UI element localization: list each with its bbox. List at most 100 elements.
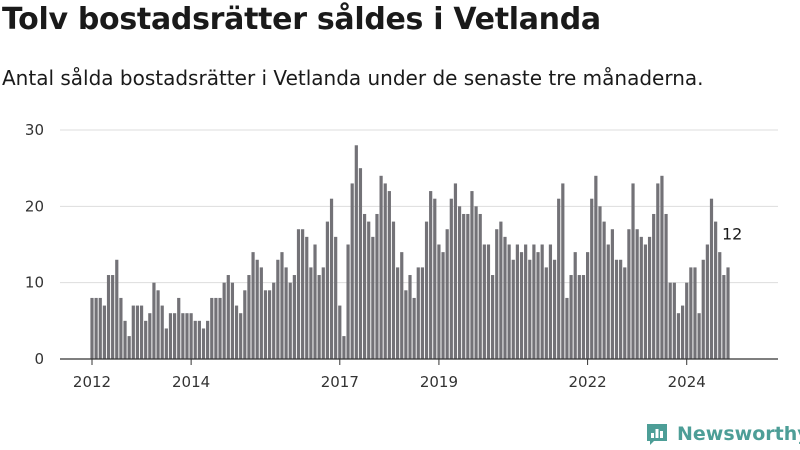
bar <box>532 244 536 359</box>
bar <box>354 145 358 359</box>
bar <box>482 244 486 359</box>
bar <box>313 244 317 359</box>
bar <box>90 297 94 359</box>
bar <box>462 213 466 359</box>
bar <box>201 328 206 359</box>
bar <box>685 282 689 359</box>
bar <box>94 297 98 359</box>
bar <box>701 259 705 359</box>
bar <box>643 244 648 359</box>
bar <box>292 275 296 359</box>
bar <box>371 236 375 359</box>
bar <box>106 275 111 359</box>
bar <box>652 213 656 359</box>
bar <box>590 198 594 359</box>
bar <box>511 259 515 359</box>
bar <box>420 267 424 359</box>
bar <box>280 252 284 359</box>
bar <box>239 313 243 359</box>
bar <box>656 183 660 359</box>
bar <box>284 267 288 359</box>
bar <box>391 221 396 359</box>
bar <box>491 275 495 359</box>
x-tick-label: 2022 <box>569 373 607 391</box>
bar <box>400 252 404 359</box>
bar <box>222 282 226 359</box>
bar <box>243 290 247 359</box>
bar <box>272 282 276 359</box>
bar <box>722 275 726 359</box>
bar <box>230 282 235 359</box>
bar <box>602 221 606 359</box>
bar <box>565 297 569 359</box>
bar <box>726 267 730 359</box>
bar <box>206 320 210 359</box>
bar <box>623 267 627 359</box>
bar <box>676 313 681 359</box>
bar <box>495 229 499 359</box>
bar <box>189 313 193 359</box>
bar <box>321 267 325 359</box>
newsworthy-brand: Newsworthy <box>645 420 800 448</box>
bar <box>127 336 131 359</box>
bar <box>619 259 623 359</box>
bar <box>486 244 491 359</box>
bar <box>218 297 222 359</box>
bar <box>714 221 718 359</box>
gridlines <box>60 129 778 284</box>
brand-name: Newsworthy <box>677 423 800 445</box>
bar <box>672 282 676 359</box>
bar <box>639 236 643 359</box>
y-tick-label: 30 <box>25 121 44 139</box>
bar <box>148 313 152 359</box>
bar <box>581 275 586 359</box>
bar <box>329 198 334 359</box>
bar <box>396 267 400 359</box>
bar <box>177 297 181 359</box>
chart-title: Tolv bostadsrätter såldes i Vetlanda <box>2 2 601 37</box>
bar <box>375 213 379 359</box>
y-tick-label: 10 <box>25 274 44 292</box>
bars <box>90 145 730 359</box>
x-tick-label: 2012 <box>73 373 111 391</box>
bar <box>449 198 453 359</box>
bar <box>647 236 652 359</box>
bar <box>573 252 577 359</box>
bar <box>255 259 259 359</box>
bar <box>362 213 367 359</box>
bar <box>247 275 251 359</box>
bar <box>499 221 503 359</box>
bar <box>98 297 102 359</box>
bar <box>524 244 528 359</box>
bar <box>346 244 350 359</box>
bar <box>139 305 144 359</box>
bar <box>111 275 115 359</box>
bar <box>367 221 371 359</box>
bar <box>536 252 540 359</box>
bar <box>226 275 230 359</box>
bar <box>540 244 544 359</box>
bar <box>598 206 602 359</box>
bar <box>412 297 416 359</box>
bar <box>317 275 321 359</box>
bar <box>441 252 445 359</box>
bar <box>334 236 338 359</box>
bar <box>358 168 363 359</box>
bar <box>259 267 263 359</box>
bar <box>697 313 701 359</box>
bar <box>660 175 664 359</box>
bar <box>296 229 301 359</box>
bar <box>693 267 697 359</box>
axes: 0 10 20 30 2012 2014 2017 2019 2022 2024 12 <box>25 121 778 391</box>
bar <box>424 221 429 359</box>
bar <box>606 244 610 359</box>
bar <box>680 305 685 359</box>
bar <box>164 328 168 359</box>
bar <box>185 313 189 359</box>
bar <box>557 198 561 359</box>
bar <box>577 275 581 359</box>
bar <box>586 252 590 359</box>
bar <box>445 229 449 359</box>
bar <box>301 229 305 359</box>
bar <box>470 191 474 359</box>
